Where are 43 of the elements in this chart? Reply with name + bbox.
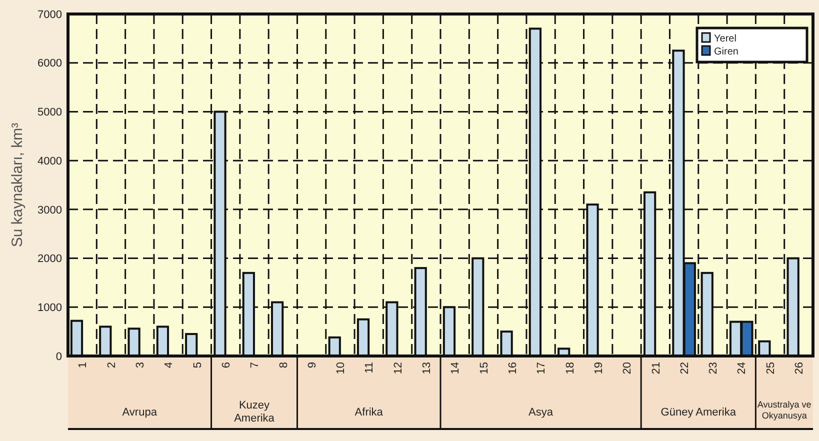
x-tick-label: 1 [77, 362, 90, 368]
y-tick-label: 3000 [38, 204, 62, 216]
text: Avustralya ve Okyanusya [757, 400, 812, 420]
x-tick-label: 22 [678, 362, 691, 374]
x-tick-label: 15 [478, 362, 490, 374]
x-tick-label: 9 [306, 362, 318, 368]
x-tick-label: 3 [134, 362, 146, 368]
text: Avrupa [122, 406, 158, 418]
x-tick-label: 4 [163, 362, 176, 368]
y-tick-label: 4000 [38, 155, 62, 168]
text: Güney Amerika [660, 406, 737, 418]
x-tick-label: 10 [335, 362, 348, 374]
y-tick-label: 7000 [38, 8, 62, 21]
x-tick-label: 5 [192, 362, 204, 368]
text: Kuzey Amerika [234, 399, 276, 425]
text: Afrika [354, 406, 384, 418]
x-tick-label: 2 [106, 362, 118, 368]
x-tick-label: 13 [421, 362, 434, 374]
y-tick-label: 1000 [38, 302, 62, 314]
x-tick-label: 7 [249, 362, 262, 368]
x-tick-label: 6 [220, 362, 232, 368]
y-tick-label: 6000 [38, 58, 62, 70]
x-tick-label: 26 [794, 362, 806, 374]
legend-label: Giren [714, 46, 738, 58]
legend-label: Yerel [714, 34, 736, 44]
text: Asya [528, 406, 554, 418]
x-tick-label: 19 [592, 362, 605, 374]
x-tick-label: 23 [708, 362, 720, 374]
y-axis-title: Su kaynakları, km³ [9, 122, 26, 248]
x-tick-label: 11 [364, 362, 376, 374]
x-tick-label: 18 [564, 362, 576, 374]
x-tick-label: 8 [278, 362, 290, 368]
x-tick-label: 17 [536, 362, 548, 374]
x-tick-label: 24 [736, 362, 748, 374]
x-tick-label: 21 [650, 362, 662, 374]
y-tick-label: 5000 [38, 106, 62, 119]
x-tick-label: 12 [392, 362, 404, 374]
y-tick-label: 0 [56, 350, 62, 363]
x-tick-label: 16 [506, 362, 519, 374]
x-tick-label: 20 [622, 362, 634, 374]
x-tick-label: 25 [764, 362, 777, 374]
y-tick-label: 2000 [38, 253, 62, 266]
x-tick-label: 14 [450, 362, 462, 374]
